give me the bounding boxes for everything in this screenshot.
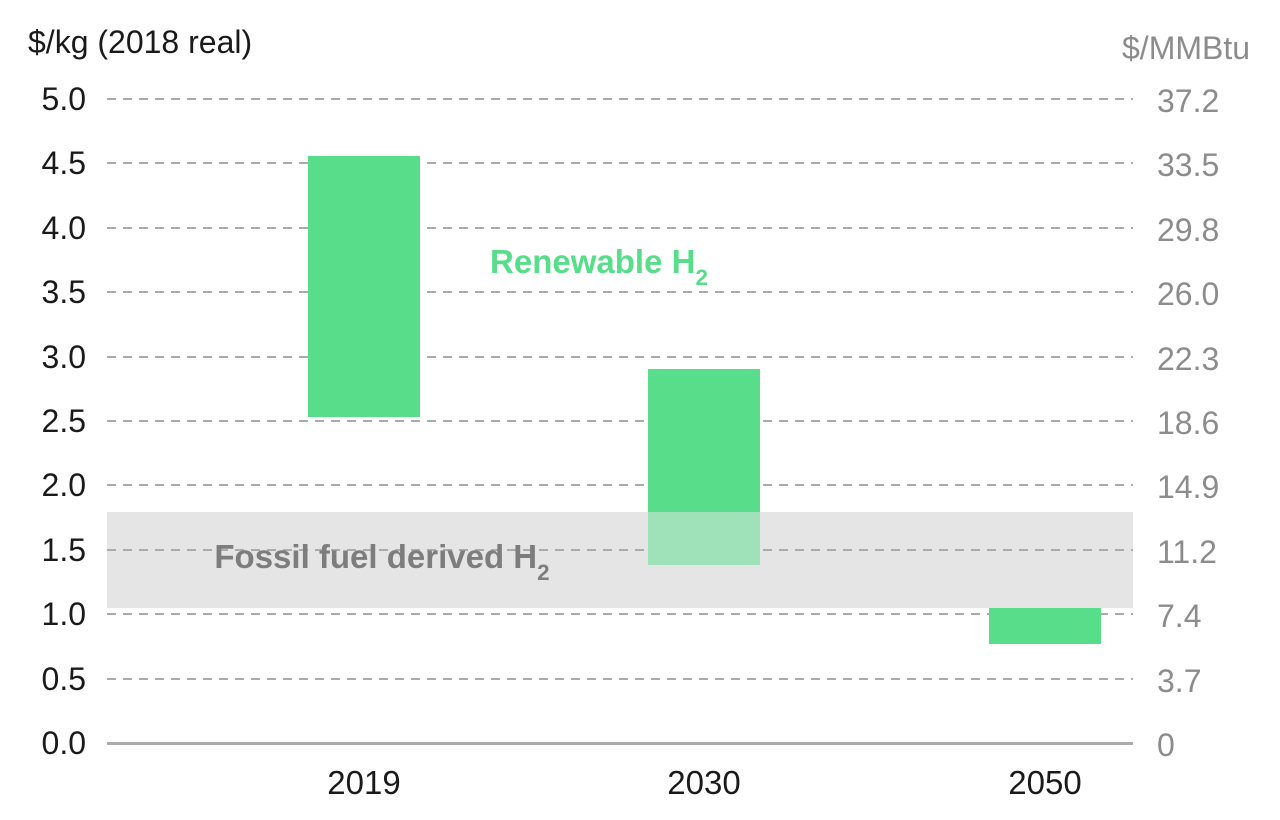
left-axis-tick-label: 4.5 <box>41 145 86 182</box>
fossil-h2-label-text: Fossil fuel derived H <box>214 538 538 575</box>
left-axis-tick-label: 5.0 <box>41 81 86 117</box>
renewable-h2-label: Renewable H2 <box>490 243 708 288</box>
right-axis-tick-label: 3.7 <box>1157 662 1202 699</box>
renewable-bar-2050 <box>989 607 1101 644</box>
renewable-h2-label-subscript: 2 <box>695 264 708 290</box>
left-axis-tick-label: 1.5 <box>41 531 86 568</box>
renewable-h2-label-text: Renewable H <box>490 243 696 280</box>
renewable-bar-2030 <box>648 369 760 566</box>
fossil-fuel-band <box>107 512 1133 608</box>
left-axis-tick-label: 0.5 <box>41 660 86 697</box>
x-axis-baseline <box>107 742 1133 745</box>
right-axis-tick-label: 7.4 <box>1157 598 1202 635</box>
gridline <box>107 484 1133 487</box>
left-axis-tick-label: 2.0 <box>41 467 86 504</box>
right-axis-title: $/MMBtu <box>1122 30 1251 66</box>
gridline <box>107 162 1133 165</box>
x-axis-label-2019: 2019 <box>327 764 401 801</box>
right-axis-tick-label: 11.2 <box>1157 533 1217 570</box>
gridline <box>107 548 1133 551</box>
gridline <box>107 226 1133 229</box>
right-axis-tick-label: 14.9 <box>1157 469 1220 506</box>
gridline <box>107 291 1133 294</box>
left-axis-title: $/kg (2018 real) <box>28 24 253 60</box>
right-axis-tick-label: 33.5 <box>1157 147 1220 184</box>
right-axis-tick-label: 29.8 <box>1157 211 1220 248</box>
left-axis-tick-label: 3.0 <box>41 338 86 375</box>
gridline <box>107 613 1133 616</box>
bar-band-overlap <box>648 512 760 566</box>
gridline <box>107 420 1133 422</box>
gridline <box>107 98 1133 100</box>
left-axis-tick-label: 2.5 <box>41 403 86 439</box>
left-axis-tick-label: 4.0 <box>41 209 86 246</box>
renewable-bar-2019 <box>308 155 420 418</box>
right-axis-tick-label: 22.3 <box>1157 340 1220 377</box>
right-axis-tick-label: 18.6 <box>1157 405 1220 441</box>
right-axis-tick-label: 37.2 <box>1157 83 1220 119</box>
left-axis-tick-label: 0.0 <box>41 725 86 761</box>
left-axis-tick-label: 1.0 <box>41 596 86 633</box>
x-axis-label-2050: 2050 <box>1008 764 1082 801</box>
left-axis-tick-label: 3.5 <box>41 274 86 311</box>
fossil-h2-label: Fossil fuel derived H2 <box>214 538 549 583</box>
gridline <box>107 677 1133 680</box>
x-axis-label-2030: 2030 <box>667 764 741 801</box>
fossil-h2-label-subscript: 2 <box>537 559 550 585</box>
gridline <box>107 355 1133 358</box>
right-axis-tick-label: 26.0 <box>1157 276 1220 313</box>
right-axis-tick-label: 0 <box>1157 727 1175 763</box>
